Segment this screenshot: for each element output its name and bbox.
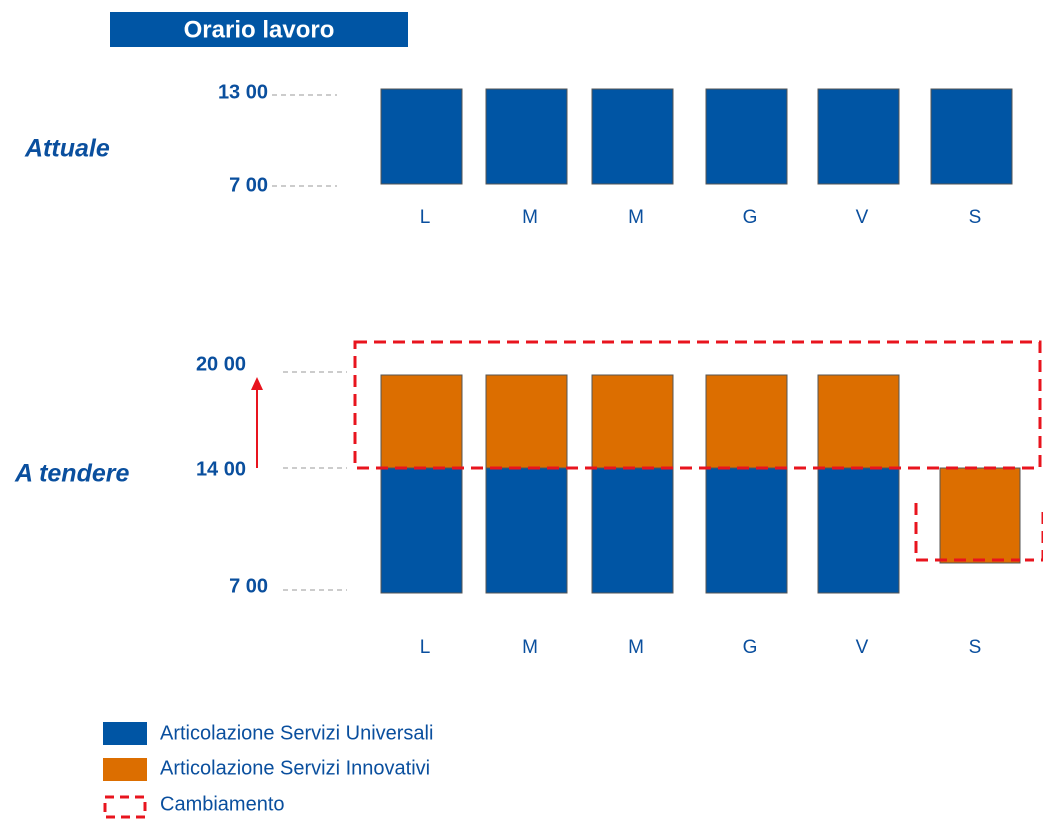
bar	[817, 374, 900, 469]
bar	[705, 88, 788, 185]
legend-label: Cambiamento	[160, 793, 285, 815]
bar	[591, 467, 674, 594]
arrow-head	[251, 377, 263, 390]
day-label: M	[522, 207, 538, 228]
bar	[380, 88, 463, 185]
legend-label: Articolazione Servizi Universali	[160, 722, 433, 744]
tick-label: 7 00	[229, 174, 268, 196]
bar	[591, 374, 674, 469]
legend-label: Articolazione Servizi Innovativi	[160, 757, 430, 779]
day-label: S	[969, 637, 982, 658]
tick-label: 7 00	[229, 575, 268, 597]
bar	[485, 467, 568, 594]
bar	[380, 374, 463, 469]
bar	[817, 467, 900, 594]
day-label: M	[628, 637, 644, 658]
bar	[380, 467, 463, 594]
day-label: L	[420, 207, 431, 228]
day-label: G	[743, 207, 758, 228]
legend-swatch	[103, 795, 147, 819]
day-label: S	[969, 207, 982, 228]
day-label: M	[628, 207, 644, 228]
tick-label: 14 00	[196, 458, 246, 480]
bar	[939, 467, 1021, 564]
row-label: Attuale	[24, 135, 110, 163]
title: Orario lavoro	[184, 16, 335, 43]
bar	[817, 88, 900, 185]
tick-label: 20 00	[196, 353, 246, 375]
bar	[485, 88, 568, 185]
day-label: M	[522, 637, 538, 658]
bar	[705, 374, 788, 469]
bar	[930, 88, 1013, 185]
change-box	[353, 340, 1042, 470]
title-box	[110, 12, 408, 47]
day-label: V	[856, 207, 869, 228]
bar	[485, 374, 568, 469]
legend-swatch	[103, 758, 147, 781]
row-label: A tendere	[14, 460, 129, 488]
tick-label: 13 00	[218, 81, 268, 103]
day-label: L	[420, 637, 431, 658]
day-label: G	[743, 637, 758, 658]
change-box	[914, 503, 1043, 562]
day-label: V	[856, 637, 869, 658]
bar	[591, 88, 674, 185]
bar	[705, 467, 788, 594]
legend-swatch	[103, 722, 147, 745]
